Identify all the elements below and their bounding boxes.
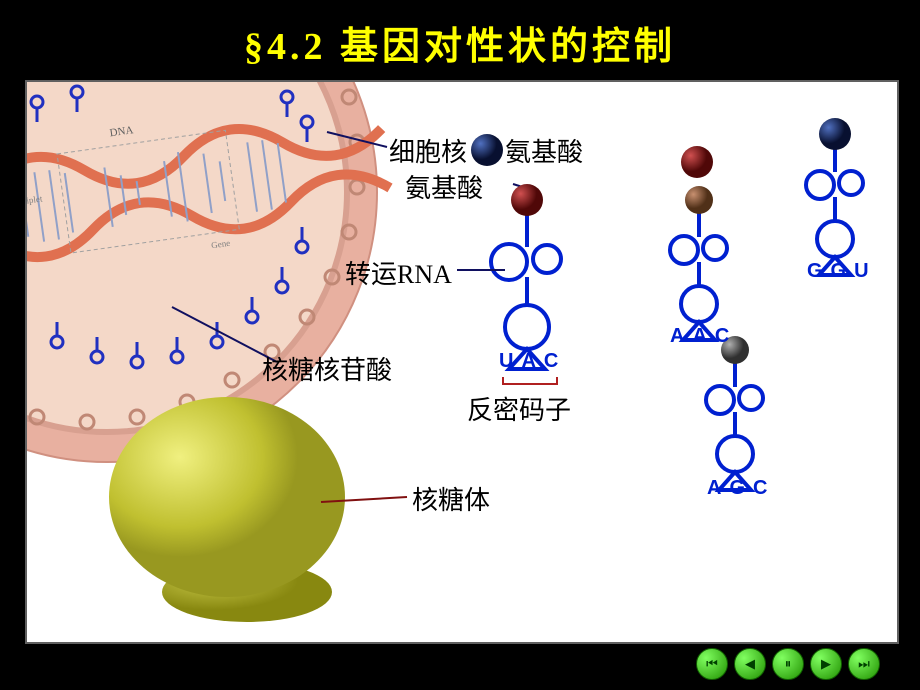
diagram-frame: DNA Triplet Gene xyxy=(25,80,899,644)
nav-prev-button[interactable]: ◀ xyxy=(734,648,766,680)
ribosome-group xyxy=(109,397,345,622)
codon-aac: AAC xyxy=(670,325,737,348)
codon-uac: UAC xyxy=(499,350,566,373)
trna-group xyxy=(491,137,863,490)
label-amino-acid-1: 氨基酸 xyxy=(505,132,583,169)
nav-button-group: ⏮ ◀ ⏸ ▶ ⏭ xyxy=(696,648,880,680)
anticodon-bracket xyxy=(503,377,557,384)
slide-title: §4.2 基因对性状的控制 xyxy=(0,0,920,80)
codon-agc: AGC xyxy=(707,477,775,500)
nav-pause-button[interactable]: ⏸ xyxy=(772,648,804,680)
label-amino-acid-2: 氨基酸 xyxy=(405,168,483,205)
label-ribosome: 核糖体 xyxy=(412,480,490,517)
nav-last-button[interactable]: ⏭ xyxy=(848,648,880,680)
label-trna: 转运RNA xyxy=(345,254,452,291)
label-nucleus: 细胞核 xyxy=(389,132,467,169)
label-ribonucleotide: 核糖核苷酸 xyxy=(262,350,392,387)
label-anticodon: 反密码子 xyxy=(467,390,571,427)
codon-ggu: GGU xyxy=(807,260,877,283)
nav-next-button[interactable]: ▶ xyxy=(810,648,842,680)
nav-first-button[interactable]: ⏮ xyxy=(696,648,728,680)
